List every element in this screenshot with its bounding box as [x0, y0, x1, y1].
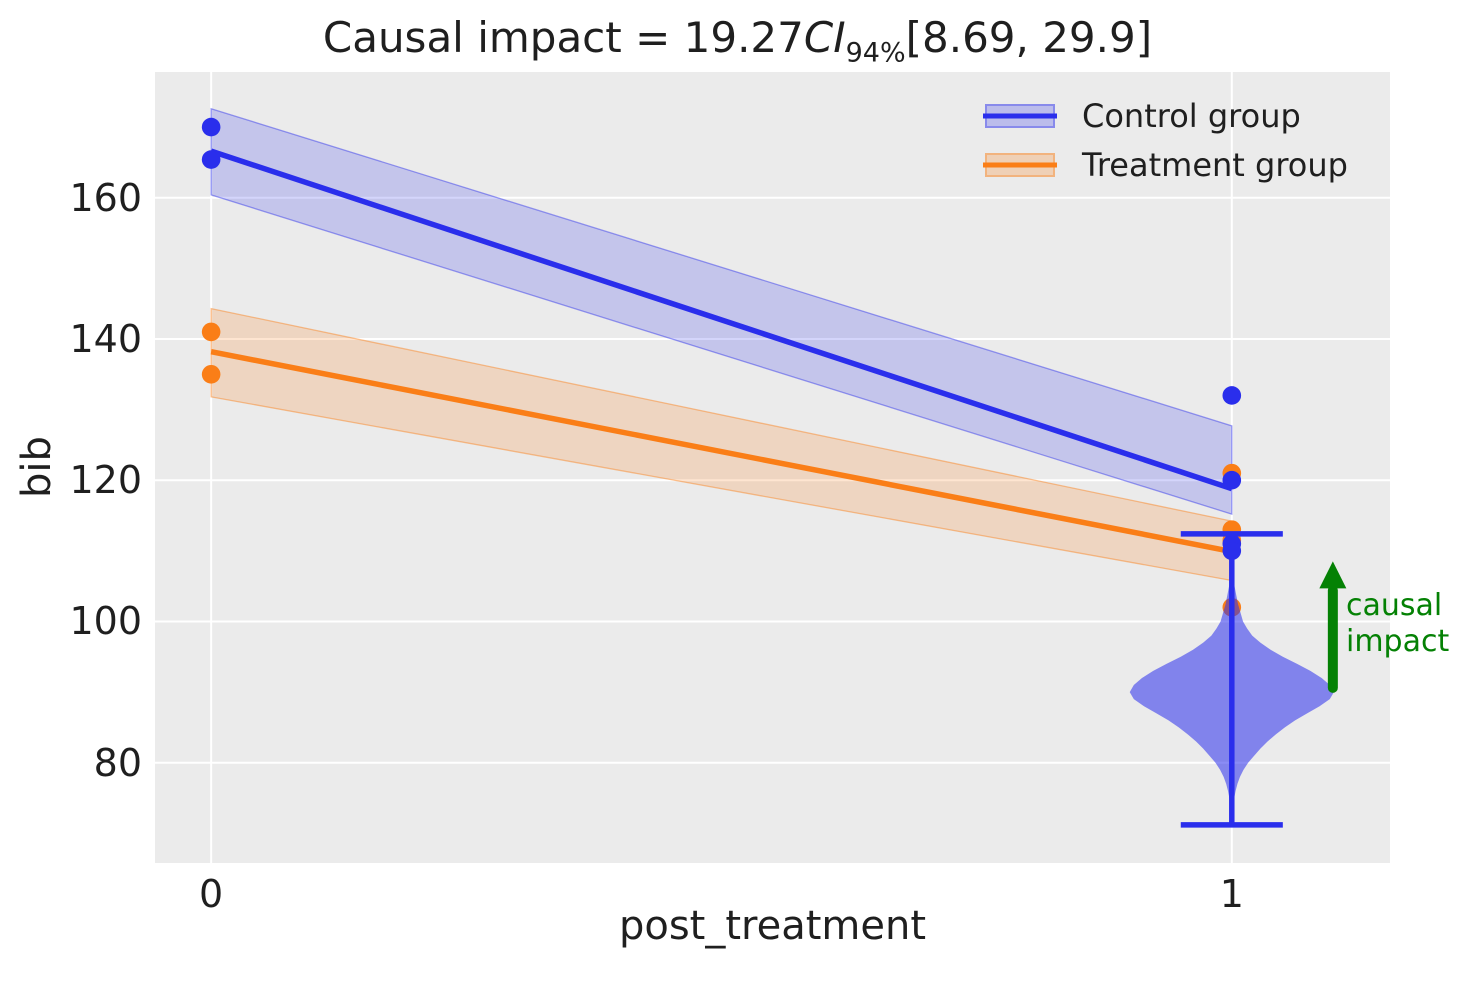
- y-tick-label-120: 120: [69, 458, 142, 503]
- annotation-line-1: causal: [1346, 588, 1443, 623]
- chart-canvas: [155, 72, 1390, 863]
- legend-label: Control group: [1082, 96, 1301, 135]
- title-ci-subscript: 94%: [845, 37, 906, 69]
- treatment-group-line: [210, 348, 1233, 555]
- y-axis-label: bib: [14, 436, 60, 498]
- x-axis-label: post_treatment: [618, 903, 927, 949]
- treatment-group-point: [201, 364, 221, 384]
- y-tick-label-160: 160: [69, 175, 142, 220]
- annotation-line-2: impact: [1346, 624, 1450, 659]
- treatment-group-point: [201, 322, 221, 342]
- plot-area: Control group Treatment group causal imp…: [155, 72, 1449, 863]
- control-group-point: [1222, 386, 1242, 405]
- legend-item-control-group: Control group: [983, 91, 1348, 140]
- control-group-swatch: [983, 103, 1057, 128]
- legend: Control group Treatment group: [983, 91, 1348, 189]
- causal-impact-annotation: causal impact: [1346, 588, 1449, 660]
- y-tick-label-140: 140: [69, 316, 142, 361]
- legend-label: Treatment group: [1082, 145, 1348, 184]
- chart-title: Causal impact = 19.27CI94%[8.69, 29.9]: [120, 13, 1355, 66]
- control-group-point: [1222, 470, 1242, 490]
- x-tick-label-0: 0: [199, 872, 224, 916]
- control-group-point: [201, 150, 221, 169]
- control-group-swatch-line: [983, 113, 1057, 118]
- treatment-group-swatch-line: [983, 162, 1057, 167]
- causal-impact-arrow-head: [1319, 561, 1347, 589]
- treatment-group-swatch: [983, 152, 1057, 177]
- control-group-line: [210, 148, 1233, 492]
- title-ci: CI: [803, 13, 846, 62]
- title-interval: [8.69, 29.9]: [905, 13, 1153, 62]
- title-prefix: Causal impact = 19.27: [322, 13, 804, 62]
- y-tick-label-80: 80: [93, 740, 142, 785]
- x-tick-label-1: 1: [1219, 872, 1244, 916]
- control-group-point: [201, 117, 221, 137]
- legend-item-treatment-group: Treatment group: [983, 140, 1348, 189]
- y-tick-label-100: 100: [69, 599, 142, 644]
